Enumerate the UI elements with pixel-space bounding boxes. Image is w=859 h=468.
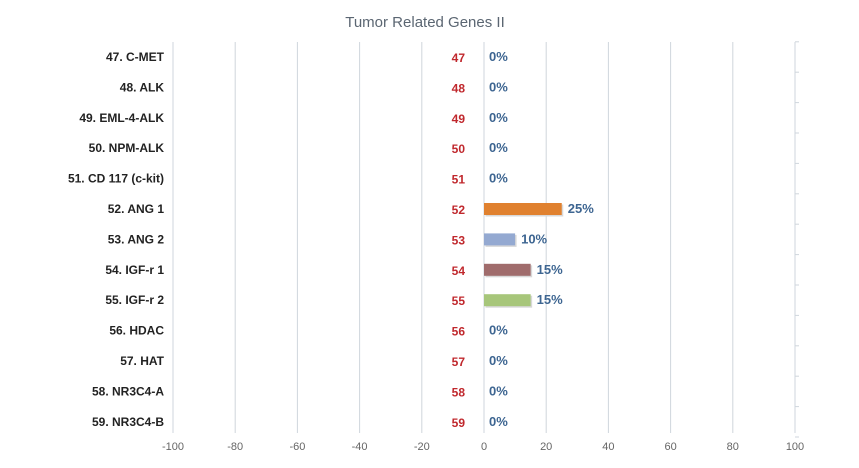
row-number-label: 57 (452, 355, 466, 369)
x-tick-label: 40 (602, 441, 614, 453)
chart-title: Tumor Related Genes II (345, 14, 505, 31)
labels: -100 -80 -60 -40 -20 0 20 40 60 80 100 47. C-MET 47 0… (68, 49, 804, 453)
row-number-label: 50 (452, 142, 466, 156)
value-label: 0% (489, 323, 508, 338)
value-label: 0% (489, 353, 508, 368)
x-tick-label: -80 (227, 441, 243, 453)
value-label: 15% (537, 262, 563, 277)
category-label: 47. C-MET (106, 50, 165, 64)
category-label: 50. NPM-ALK (89, 141, 165, 155)
category-label: 48. ALK (120, 80, 165, 94)
row-number-label: 59 (452, 416, 466, 430)
category-label: 51. CD 117 (c-kit) (68, 172, 164, 186)
row-number-label: 58 (452, 385, 466, 399)
row-number-label: 53 (452, 233, 466, 247)
x-tick-label: 80 (727, 441, 739, 453)
category-label: 49. EML-4-ALK (79, 111, 164, 125)
row-number-label: 48 (452, 81, 466, 95)
value-label: 10% (521, 231, 547, 246)
value-label: 0% (489, 171, 508, 186)
row-number-label: 52 (452, 203, 466, 217)
category-label: 54. IGF-r 1 (105, 263, 164, 277)
row-number-label: 55 (452, 294, 466, 308)
x-tick-label: -60 (289, 441, 305, 453)
value-label: 0% (489, 49, 508, 64)
x-tick-label: -20 (414, 441, 430, 453)
value-label: 0% (489, 383, 508, 398)
value-label: 0% (489, 110, 508, 125)
value-label: 0% (489, 79, 508, 94)
bars (484, 203, 564, 308)
bar (484, 233, 516, 246)
bar (484, 294, 531, 307)
value-label: 0% (489, 414, 508, 429)
category-label: 57. HAT (120, 354, 164, 368)
category-label: 53. ANG 2 (108, 232, 165, 246)
x-tick-label: 20 (540, 441, 552, 453)
bar (484, 203, 562, 215)
category-label: 59. NR3C4-B (92, 415, 164, 429)
category-label: 55. IGF-r 2 (105, 293, 164, 307)
row-number-label: 54 (452, 264, 466, 278)
x-tick-label: 0 (481, 441, 487, 453)
x-tick-label: 60 (664, 441, 676, 453)
category-label: 56. HDAC (109, 324, 164, 338)
row-number-label: 56 (452, 325, 466, 339)
x-tick-label: -100 (162, 441, 184, 453)
row-number-label: 47 (452, 51, 466, 65)
value-label: 15% (537, 292, 563, 307)
x-tick-label: 100 (786, 441, 804, 453)
category-label: 52. ANG 1 (108, 202, 165, 216)
row-number-label: 49 (452, 112, 466, 126)
value-label: 25% (568, 201, 594, 216)
bar (484, 263, 531, 276)
row-number-label: 51 (452, 173, 466, 187)
x-tick-label: -40 (352, 441, 368, 453)
value-label: 0% (489, 140, 508, 155)
category-label: 58. NR3C4-A (92, 384, 164, 398)
